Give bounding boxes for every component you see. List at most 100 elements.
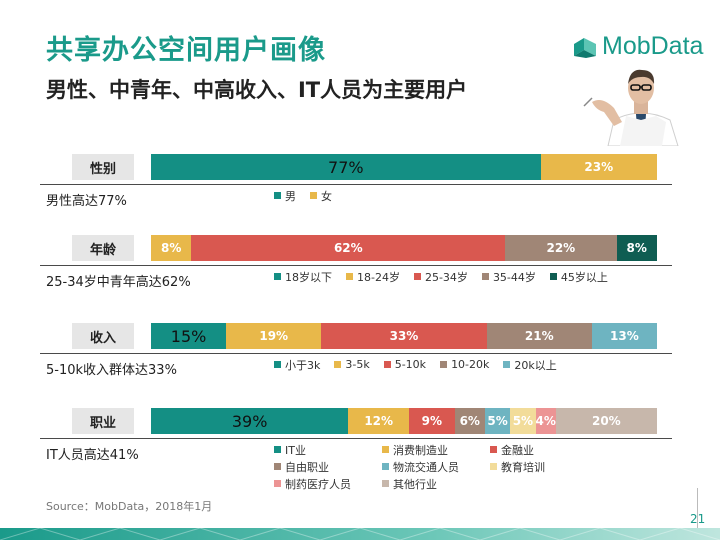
legend-item: 教育培训: [490, 458, 584, 475]
legend-swatch: [274, 463, 281, 470]
legend: 男女: [274, 187, 674, 204]
legend-label: 自由职业: [285, 460, 329, 474]
segment-value-label: 9%: [421, 414, 442, 428]
segment-value-label: 19%: [259, 329, 289, 343]
category-label: 性别: [72, 154, 134, 180]
legend-label: 男: [285, 189, 296, 203]
bar-segment: 21%: [486, 323, 592, 349]
bar-segment: 22%: [505, 235, 617, 261]
chart-section: 性别 77% 23% 男性高达77% 男女: [40, 150, 672, 210]
legend-item: 男: [274, 187, 296, 204]
page-number: 21: [690, 512, 706, 526]
legend-label: 金融业: [501, 443, 534, 457]
section-rule: [40, 184, 672, 185]
legend-label: 5-10k: [394, 358, 427, 371]
brand-logo: MobData: [572, 32, 703, 61]
legend-item: 18-24岁: [346, 268, 400, 285]
segment-value-label: 13%: [610, 329, 639, 343]
segment-value-label: 22%: [546, 241, 576, 255]
bar-segment: 33%: [321, 323, 487, 349]
legend-label: 消费制造业: [393, 443, 448, 457]
legend-item: 制药医疗人员: [274, 475, 368, 492]
legend-label: 小于3k: [285, 358, 321, 372]
bar-segment: 6%: [454, 408, 485, 434]
legend-label: 教育培训: [501, 460, 545, 474]
segment-value-label: 12%: [364, 414, 394, 428]
legend-item: 消费制造业: [382, 441, 476, 458]
legend-label: 制药医疗人员: [285, 477, 351, 491]
legend-item: 35-44岁: [481, 268, 536, 285]
bar-segment: 4%: [535, 408, 556, 434]
legend: 18岁以下 18-24岁 25-34岁 35-44岁 45岁以上: [274, 268, 674, 285]
segment-value-label: 5%: [512, 414, 534, 428]
legend-label: 20k以上: [514, 358, 557, 372]
section-rule: [40, 438, 672, 439]
segment-value-label: 33%: [389, 329, 419, 343]
legend-swatch: [382, 446, 389, 453]
category-label: 职业: [72, 408, 134, 434]
legend-item: 小于3k: [274, 356, 320, 373]
legend-item: 其他行业: [382, 475, 476, 492]
legend-swatch: [382, 480, 389, 487]
bar-segment: 62%: [191, 235, 506, 261]
legend-item: 3-5k: [334, 356, 370, 373]
legend-swatch: [274, 273, 281, 280]
legend-swatch: [440, 361, 448, 368]
summary-text: 5-10k收入群体达33%: [46, 363, 177, 378]
bar-segment: 8%: [616, 235, 657, 261]
legend-swatch: [346, 273, 353, 280]
bar-segment: 19%: [226, 323, 322, 349]
bar-segment: 9%: [409, 408, 455, 434]
legend-swatch: [549, 273, 557, 280]
legend-swatch: [310, 192, 317, 199]
stacked-bar: 77% 23%: [151, 154, 657, 180]
segment-value-label: 4%: [535, 414, 556, 428]
legend-swatch: [274, 446, 281, 453]
segment-value-label: 8%: [626, 241, 647, 255]
category-label: 年龄: [72, 235, 134, 261]
bar-segment: 23%: [540, 154, 657, 180]
bar-segment: 15%: [151, 323, 227, 349]
chart-section: 收入 15% 19% 33% 21% 13% 5-10k收入群体达33% 小于3k 3-5k 5-…: [40, 319, 672, 379]
legend-item: 20k以上: [503, 356, 557, 373]
brand-name: MobData: [602, 32, 704, 60]
bar-segment: 20%: [555, 408, 657, 434]
legend-swatch: [334, 361, 342, 368]
page-title: 共享办公空间用户画像: [46, 35, 326, 66]
chart-section: 年龄 8% 62% 22% 8% 25-34岁中青年高达62% 18岁以下 18-24岁 25-…: [40, 231, 672, 291]
legend-label: IT业: [285, 443, 306, 457]
stacked-bar: 39% 12% 9% 6% 5% 5% 4% 20%: [151, 408, 657, 434]
mobdata-logo-icon: [574, 37, 596, 58]
legend-item: 5-10k: [383, 356, 427, 373]
legend-item: 45岁以上: [549, 268, 608, 285]
legend-swatch: [274, 361, 281, 368]
legend-item: 18岁以下: [274, 268, 332, 285]
legend-item: 自由职业: [274, 458, 368, 475]
legend-label: 10-20k: [451, 358, 490, 371]
footer-band: [0, 528, 720, 540]
segment-value-label: 5%: [487, 414, 508, 428]
legend-label: 25-34岁: [424, 270, 468, 284]
category-label: 收入: [72, 323, 134, 349]
legend-label: 18-24岁: [357, 270, 400, 284]
legend-item: 金融业: [490, 441, 584, 458]
legend-swatch: [490, 463, 497, 470]
legend-label: 女: [321, 189, 332, 203]
summary-text: 25-34岁中青年高达62%: [46, 275, 191, 290]
legend-label: 其他行业: [393, 477, 437, 491]
segment-value-label: 21%: [524, 329, 554, 343]
legend-swatch: [413, 273, 421, 280]
legend-swatch: [481, 273, 489, 280]
legend: 小于3k 3-5k 5-10k 10-20k 20k以上: [274, 356, 674, 373]
legend-label: 物流交通人员: [393, 460, 459, 474]
bar-segment: 12%: [348, 408, 410, 434]
bar-segment: 77%: [151, 154, 541, 180]
businessman-photo: [578, 62, 704, 146]
segment-value-label: 77%: [328, 157, 364, 177]
legend-swatch: [274, 192, 281, 199]
legend-swatch: [503, 361, 511, 368]
legend-label: 35-44岁: [492, 270, 536, 284]
legend-swatch: [383, 361, 391, 368]
legend-swatch: [274, 480, 281, 487]
bar-segment: 5%: [510, 408, 536, 434]
